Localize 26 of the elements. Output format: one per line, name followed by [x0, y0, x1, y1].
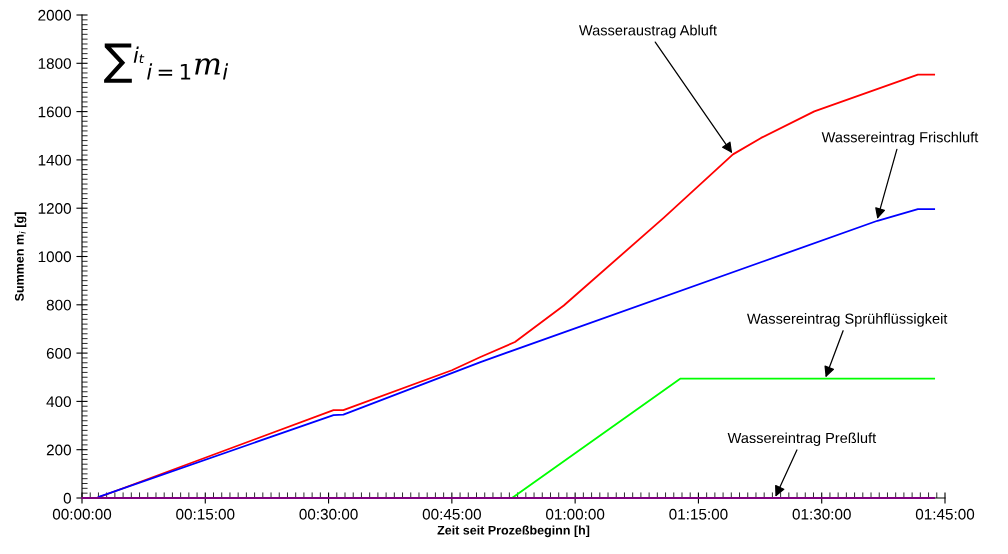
- y-tick-label: 2000: [38, 9, 71, 21]
- y-tick-label: 1400: [38, 154, 71, 166]
- x-tick-label: 01:00:00: [546, 508, 605, 520]
- y-tick-label: 800: [46, 299, 71, 311]
- annotation: ∑$^{iₜ}$$_{i=1}$m$_{i}$: [104, 43, 229, 83]
- y-tick-label: 600: [46, 347, 71, 359]
- x-tick-label: 01:15:00: [669, 508, 728, 520]
- x-tick-label: 00:00:00: [52, 508, 112, 520]
- y-tick-label: 0: [63, 492, 71, 504]
- y-tick-label: 1600: [38, 106, 71, 118]
- annotation: Wassereintrag Frischluft: [821, 131, 979, 146]
- annotation: Wasseraustrag Abluft: [578, 24, 717, 39]
- x-tick-label: 01:45:00: [915, 508, 975, 520]
- y-tick-label: 1000: [38, 251, 71, 263]
- annotation: Wassereintrag Sprühflüssigkeit: [747, 313, 948, 327]
- x-tick-label: 00:15:00: [176, 508, 235, 520]
- y-tick-label: 1800: [38, 58, 71, 69]
- y-axis-title: Summen m$_{i}$ [g]: [14, 212, 27, 302]
- x-tick-label: 01:30:00: [792, 508, 851, 520]
- annotation: Wassereintrag Preßluft: [727, 432, 877, 446]
- x-tick-label: 00:45:00: [422, 508, 481, 520]
- x-tick-label: 00:30:00: [299, 508, 358, 520]
- x-axis-title: Zeit seit Prozeßbeginn [h]: [437, 525, 590, 538]
- y-tick-label: 200: [46, 444, 71, 456]
- y-tick-label: 400: [46, 396, 71, 408]
- y-tick-label: 1200: [38, 203, 71, 214]
